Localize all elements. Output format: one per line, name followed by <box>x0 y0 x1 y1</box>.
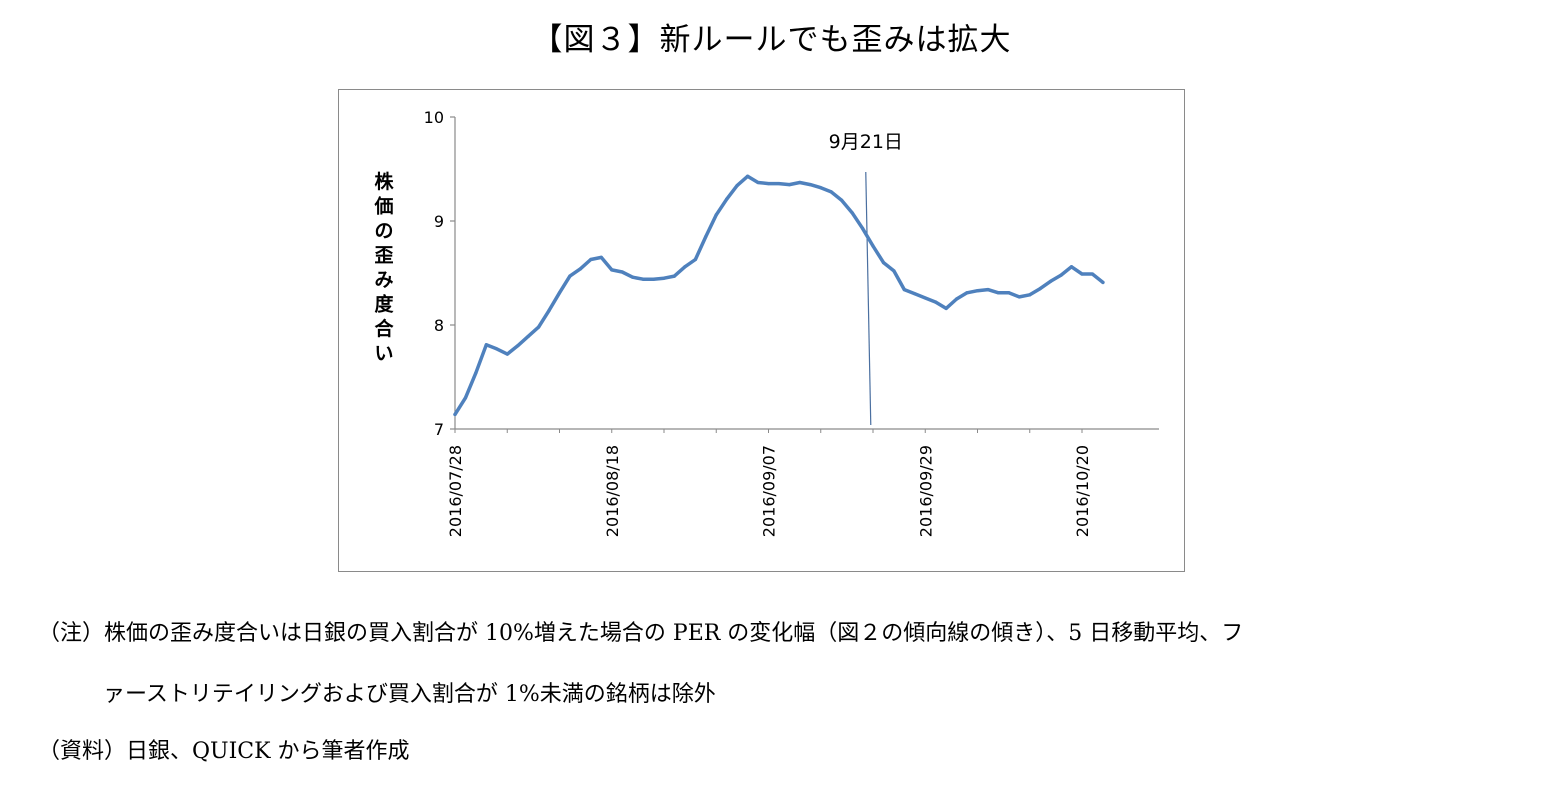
data-point <box>1059 273 1063 277</box>
data-point <box>610 268 614 272</box>
data-point <box>495 347 499 351</box>
data-point <box>589 257 593 262</box>
data-point <box>860 226 865 230</box>
y-tick-label: 7 <box>434 420 444 439</box>
data-point <box>787 183 791 187</box>
data-point <box>474 371 478 375</box>
data-point <box>766 181 771 186</box>
data-point <box>965 291 969 295</box>
data-point <box>756 180 760 185</box>
x-tick-label: 2016/10/20 <box>1073 445 1092 537</box>
data-point <box>599 255 603 259</box>
data-point <box>505 352 509 356</box>
x-tick-labels: 2016/07/28 2016/08/18 2016/09/07 2016/09/29… <box>446 445 1092 537</box>
data-point <box>881 261 886 265</box>
annotation-label: 9月21日 <box>829 131 903 153</box>
data-point <box>578 267 582 271</box>
y-axis-label-char: 合 <box>374 317 394 340</box>
data-point <box>829 190 833 194</box>
data-point <box>463 396 468 400</box>
data-point <box>537 325 541 329</box>
annotation: 9月21日 <box>829 131 903 426</box>
plot-area <box>453 174 1105 417</box>
data-point <box>808 183 812 187</box>
data-point <box>871 244 875 248</box>
series-line <box>453 174 1105 417</box>
data-point <box>986 288 990 292</box>
y-axis-label-char: 度 <box>374 293 394 316</box>
chart-frame: 株価の歪み度合い 7 8 9 10 2016/07/28 2016/08/18 2016/… <box>338 89 1185 572</box>
note-line-1: （注）株価の歪み度合いは日銀の買入割合が 10%増えた場合の PER の変化幅（… <box>38 621 1244 646</box>
data-point <box>484 343 488 347</box>
y-axis-label-char: 価 <box>373 196 393 218</box>
x-tick-label: 2016/09/07 <box>760 445 779 537</box>
data-point <box>934 300 938 304</box>
y-axis-label-char: い <box>374 343 393 365</box>
data-point <box>620 270 624 274</box>
data-point <box>1101 280 1105 284</box>
data-point <box>1080 272 1084 276</box>
data-point <box>902 288 906 292</box>
y-axis-label-char: み <box>374 269 393 291</box>
data-point <box>651 277 656 281</box>
data-point <box>746 174 750 178</box>
y-axis-label-char: の <box>374 220 393 242</box>
data-point <box>547 308 551 313</box>
data-point <box>526 334 530 339</box>
y-tick-label: 8 <box>434 316 444 335</box>
data-point <box>662 276 666 280</box>
x-tick-label: 2016/09/29 <box>916 445 935 537</box>
data-point <box>1028 293 1032 297</box>
figure-title: 【図３】新ルールでも歪みは拡大 <box>531 22 1012 58</box>
data-point <box>693 257 697 262</box>
data-point <box>798 180 802 185</box>
data-point <box>1017 295 1021 299</box>
data-point <box>944 306 948 310</box>
data-point <box>1090 272 1095 276</box>
data-point <box>840 198 844 202</box>
data-point <box>913 292 917 296</box>
data-point <box>631 275 635 279</box>
y-axis-label: 株価の歪み度合い <box>373 170 394 365</box>
data-point <box>996 291 1001 295</box>
data-point <box>955 297 959 301</box>
annotation-line <box>865 171 872 426</box>
note-line-2: ァーストリテイリングおよび買入割合が 1%未満の銘柄は除外 <box>103 682 716 707</box>
data-point <box>975 289 980 293</box>
data-point <box>568 274 572 278</box>
data-point <box>1049 279 1053 283</box>
y-tick-label: 10 <box>424 108 444 127</box>
data-point <box>641 277 645 281</box>
source-note: （資料）日銀、QUICK から筆者作成 <box>38 739 410 764</box>
y-axis-label-char: 株 <box>374 170 394 193</box>
data-point <box>683 265 687 269</box>
x-tick-label: 2016/08/18 <box>603 445 622 537</box>
data-point <box>892 269 896 273</box>
data-point <box>735 184 739 188</box>
data-point <box>516 344 520 348</box>
data-point <box>777 181 781 186</box>
data-point <box>557 291 562 295</box>
y-axis-label-char: 歪 <box>374 245 393 267</box>
data-point <box>714 213 718 217</box>
data-point <box>923 296 927 300</box>
data-point <box>1038 287 1042 291</box>
chart-axes <box>450 116 1159 433</box>
data-point <box>1007 291 1011 295</box>
x-tick-label: 2016/07/28 <box>446 445 465 537</box>
data-point <box>704 235 708 239</box>
data-point <box>819 186 823 190</box>
data-point <box>672 274 677 278</box>
y-tick-label: 9 <box>434 212 444 231</box>
data-point <box>1069 265 1074 269</box>
data-point <box>453 412 457 417</box>
y-tick-labels: 7 8 9 10 <box>424 108 444 439</box>
data-point <box>725 197 729 201</box>
data-point <box>850 211 854 215</box>
